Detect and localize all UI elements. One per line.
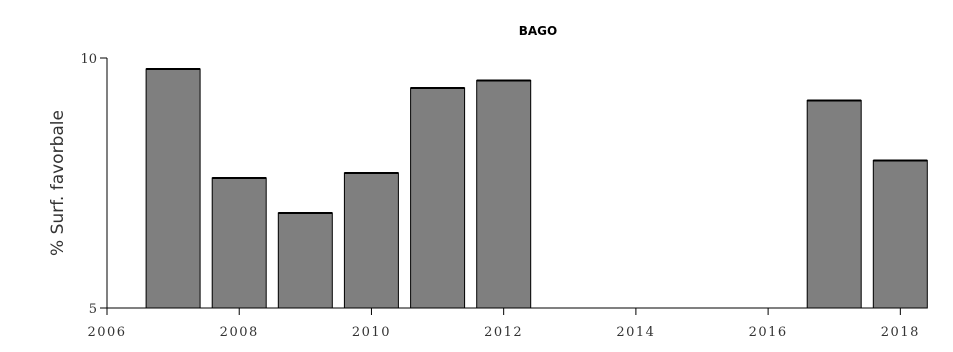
bar-2008	[211, 177, 267, 309]
bar-2012	[476, 80, 532, 309]
y-ticks-group: 5 10	[80, 52, 107, 317]
bar-2017	[806, 100, 862, 309]
x-tick-label-2016: 2016	[749, 325, 788, 340]
y-tick-label-5: 5	[89, 302, 97, 317]
x-tick-label-2012: 2012	[484, 325, 523, 340]
x-tick-label-2018: 2018	[881, 325, 920, 340]
bar-2007	[145, 68, 201, 309]
y-tick-label-10: 10	[80, 52, 97, 67]
bars-group	[145, 68, 928, 309]
x-tick-label-2008: 2008	[220, 325, 259, 340]
y-axis-label: % Surf. favorbale	[48, 110, 68, 256]
bar-2011	[410, 87, 466, 309]
bar-2009	[277, 212, 333, 309]
bar-2010	[343, 172, 399, 309]
x-tick-label-2014: 2014	[616, 325, 655, 340]
x-tick-label-2010: 2010	[352, 325, 391, 340]
chart-title: BAGO	[519, 24, 557, 38]
bar-2018	[872, 160, 928, 309]
x-tick-label-2006: 2006	[87, 325, 126, 340]
x-ticks-group: 2006 2008 2010 2012 2014 2016 2018	[87, 308, 920, 340]
